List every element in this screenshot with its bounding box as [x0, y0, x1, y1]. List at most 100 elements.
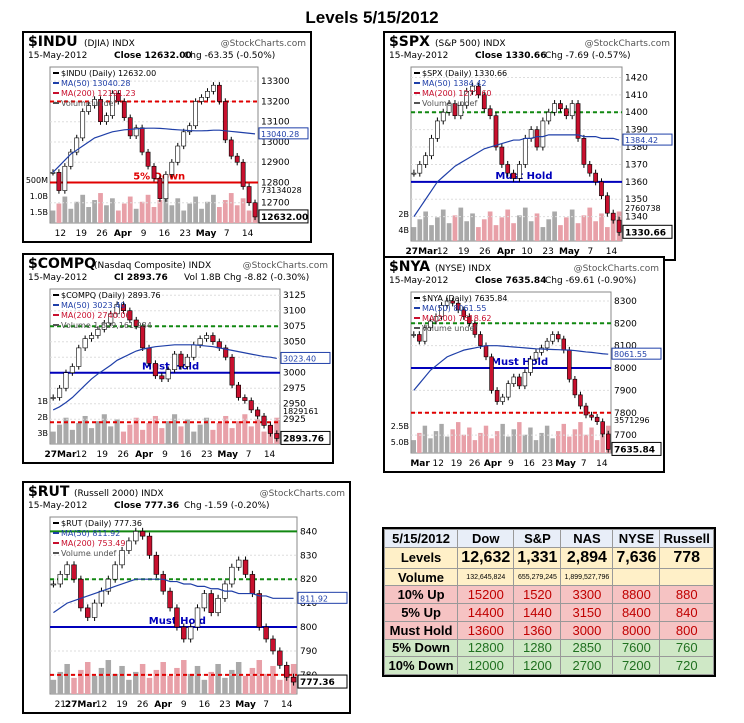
- spx-volume-bar: [528, 221, 534, 241]
- compq-volume-bar: [248, 426, 254, 444]
- spx-y-tick-label: 1420: [625, 73, 648, 83]
- rut-candle-body: [119, 550, 125, 566]
- spx-volume-bar: [458, 207, 464, 241]
- spx-candle-body: [558, 103, 563, 110]
- rut-candle-body: [91, 602, 98, 618]
- rut-candle-body: [112, 564, 118, 580]
- summary-column-header: Russell: [659, 529, 714, 548]
- nya-candle-body: [572, 378, 578, 396]
- compq-x-tick-label: 12: [76, 450, 87, 460]
- rut-volume-bar: [98, 667, 105, 694]
- compq-date: 15-May-2012: [28, 273, 87, 283]
- rut-volume-bar: [174, 667, 180, 694]
- summary-cell: 2700: [560, 656, 614, 675]
- spx-volume-bar: [464, 221, 470, 241]
- spx-candle-body: [464, 91, 470, 106]
- nya-volume-bar: [433, 431, 439, 453]
- nya-candle-body: [561, 338, 567, 351]
- nya-volume-bar: [444, 436, 450, 453]
- compq-candle-body: [248, 400, 254, 411]
- spx-candle-body: [458, 104, 464, 117]
- spx-volume-tag: 2760738: [625, 204, 661, 213]
- summary-header-row: 5/15/2012 Dow S&P NAS NYSE Russell: [383, 529, 714, 548]
- summary-cell: 1200: [513, 656, 562, 675]
- summary-cell: 8000: [612, 620, 661, 640]
- compq-candle-body: [191, 344, 197, 358]
- compq-candle-body: [197, 338, 203, 346]
- nya-volume-bar: [500, 423, 505, 453]
- nya-volume-tag: 3571296: [614, 416, 650, 425]
- summary-cell: 1360: [513, 620, 562, 640]
- nya-candle-body: [411, 334, 417, 336]
- spx-x-tick-label: May: [559, 247, 580, 257]
- rut-volume-bar: [283, 671, 290, 694]
- spx-candle-body: [493, 115, 499, 148]
- nya-volume-bar: [578, 422, 583, 453]
- compq-price-tag: 2893.76: [283, 434, 324, 444]
- indu-candle-body: [115, 93, 121, 102]
- compq-candle-body: [101, 322, 107, 330]
- spx-candle-body: [429, 138, 434, 157]
- rut-volume-bar: [256, 660, 263, 694]
- spx-legend-entry: MA(200) 1277.60: [422, 89, 492, 98]
- compq-candle-body: [274, 433, 280, 439]
- compq-y-tick-label: 2975: [283, 384, 306, 394]
- rut-candle-body: [146, 535, 153, 556]
- rut-candle-body: [64, 564, 70, 575]
- spx-symbol: $SPX: [389, 34, 430, 50]
- summary-row-label: Volume: [383, 567, 459, 587]
- indu-candle-body: [121, 101, 127, 118]
- indu-volume-bar: [92, 200, 97, 223]
- rut-x-tick-label: 27Mar: [65, 700, 98, 710]
- nya-volume-bar: [417, 432, 422, 453]
- spx-candle-body: [540, 120, 546, 148]
- nya-volume-bar: [572, 429, 578, 453]
- indu-volume-bar: [240, 198, 246, 223]
- indu-legend-entry: $INDU (Daily) 12632.00: [61, 69, 156, 78]
- compq-candle-body: [120, 304, 127, 311]
- indu-ma50-line: [52, 127, 256, 173]
- rut-chart-svg: $RUT (Russell 2000) INDX @StockCharts.com 1…: [28, 484, 348, 710]
- indu-candle-body: [181, 131, 187, 147]
- summary-row-label: Must Hold: [383, 620, 459, 640]
- nya-candle-body: [555, 334, 561, 340]
- spx-candle-body: [481, 94, 487, 110]
- indu-volume-bar: [115, 210, 121, 223]
- spx-candle-body: [616, 219, 622, 233]
- spx-candle-body: [505, 164, 511, 174]
- nya-volume-bar: [600, 432, 605, 453]
- summary-cell: 7,636: [612, 546, 661, 569]
- rut-volume-bar: [215, 663, 221, 694]
- nya-volume-bar: [533, 440, 539, 453]
- summary-row-label: 10% Down: [383, 656, 459, 675]
- compq-ma50-tag-box: [280, 351, 331, 364]
- spx-change-value: Chg -7.69 (-0.57%): [545, 51, 631, 61]
- rut-candle-body: [187, 626, 194, 640]
- compq-volume-tick-label: 2B: [37, 413, 48, 422]
- rut-candle-body: [160, 574, 166, 592]
- indu-candle-body: [110, 93, 115, 116]
- compq-volume-bar: [108, 426, 114, 444]
- indu-close-value: Close 12632.00: [114, 51, 192, 61]
- spx-chart-svg: $SPX (S&P 500) INDX @StockCharts.com 15-May…: [389, 34, 673, 257]
- indu-candle-body: [175, 145, 181, 163]
- nya-volume-bar: [461, 434, 466, 453]
- rut-volume-bar: [91, 675, 98, 694]
- rut-candle-body: [181, 626, 187, 640]
- spx-ma50-tag-box: [622, 133, 673, 146]
- spx-date: 15-May-2012: [389, 51, 448, 61]
- indu-volume-tick-label: 500M: [26, 176, 48, 185]
- spx-candle-body: [610, 212, 616, 221]
- spx-candle-body: [599, 181, 604, 197]
- indu-candle-body: [193, 101, 198, 127]
- indu-volume-bar: [175, 198, 181, 223]
- rut-candle-body: [153, 554, 160, 575]
- compq-level-label: Must Hold: [142, 362, 199, 373]
- nya-x-tick-label: Mar: [410, 459, 430, 469]
- compq-volume-bar: [178, 426, 184, 444]
- rut-ma50-tag-box: [297, 591, 348, 604]
- indu-date: 15-May-2012: [28, 51, 87, 61]
